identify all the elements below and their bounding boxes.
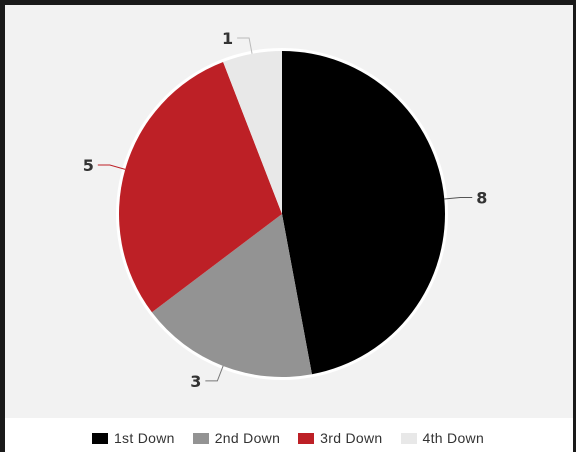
leader-line bbox=[237, 37, 253, 54]
legend-item-2nd-down[interactable]: 2nd Down bbox=[192, 430, 281, 446]
leader-line bbox=[444, 196, 473, 200]
legend-label: 1st Down bbox=[113, 430, 175, 446]
legend-label: 4th Down bbox=[422, 430, 485, 446]
data-labels: 8 3 5 1 bbox=[83, 29, 488, 391]
data-label: 8 bbox=[476, 188, 487, 207]
legend-item-4th-down[interactable]: 4th Down bbox=[400, 430, 485, 446]
data-label: 5 bbox=[83, 156, 94, 175]
legend-label: 3rd Down bbox=[320, 430, 383, 446]
legend-label: 2nd Down bbox=[214, 430, 281, 446]
pie-slice-1st-down[interactable] bbox=[282, 51, 446, 375]
legend-swatch-4th-down bbox=[400, 432, 417, 444]
pie-slices bbox=[119, 51, 446, 377]
leader-line bbox=[205, 365, 224, 382]
pie-slice-3rd-down[interactable] bbox=[119, 62, 282, 313]
legend-swatch-2nd-down bbox=[192, 432, 209, 444]
data-label: 1 bbox=[222, 29, 233, 48]
data-label: 3 bbox=[190, 372, 201, 391]
legend-item-3rd-down[interactable]: 3rd Down bbox=[298, 430, 382, 446]
pie-slice-4th-down[interactable] bbox=[223, 51, 282, 214]
pie-slice-2nd-down[interactable] bbox=[151, 214, 312, 377]
legend-item-1st-down[interactable]: 1st Down bbox=[91, 430, 175, 446]
legend-swatch-3rd-down bbox=[298, 432, 315, 444]
leader-line bbox=[97, 164, 126, 170]
leader-lines bbox=[97, 37, 473, 382]
legend-swatch-1st-down bbox=[91, 432, 108, 444]
legend: 1st Down 2nd Down 3rd Down 4th Down bbox=[0, 428, 576, 448]
